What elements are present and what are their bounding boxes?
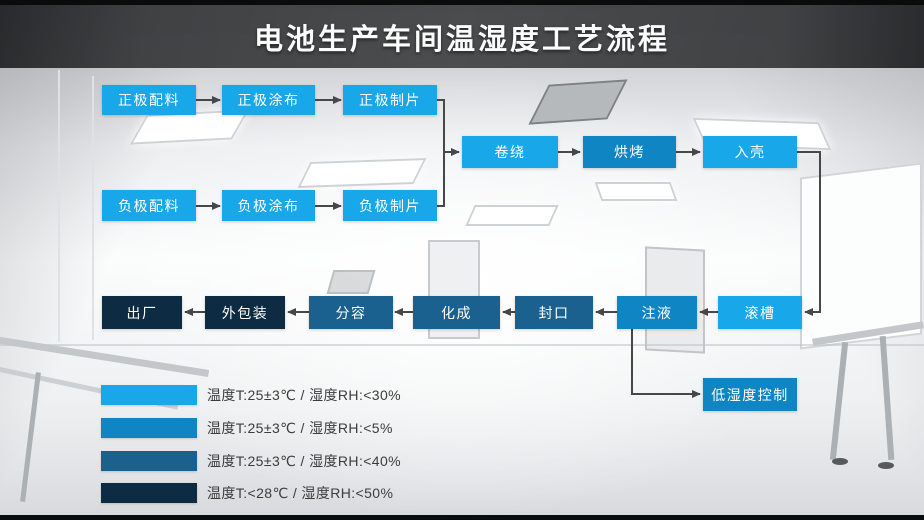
bottom-black-strip (0, 515, 924, 520)
top-black-strip (0, 0, 924, 5)
wall-panel-seam (58, 70, 60, 342)
node-positive-sheeting: 正极制片 (343, 85, 437, 115)
node-electrolyte-filling: 注液 (617, 296, 697, 329)
legend-label-rh50: 温度T:<28℃ / 湿度RH:<50% (207, 485, 394, 501)
page-title: 电池生产车间温湿度工艺流程 (253, 23, 670, 56)
node-casing: 入壳 (703, 136, 797, 168)
node-positive-coating: 正极涂布 (222, 85, 315, 115)
ceiling-light-panel (297, 158, 427, 188)
ceiling-light-panel (594, 182, 678, 201)
legend-label-rh5: 温度T:25±3℃ / 湿度RH:<5% (207, 420, 393, 436)
legend-swatch-rh50 (101, 483, 197, 503)
node-winding: 卷绕 (462, 136, 558, 168)
node-outer-packing: 外包装 (205, 296, 285, 329)
legend-label-rh30: 温度T:25±3℃ / 湿度RH:<30% (207, 387, 402, 403)
table-foot (832, 458, 848, 465)
node-sealing: 封口 (515, 296, 593, 329)
node-negative-batching: 负极配料 (102, 190, 196, 221)
ceiling-vent (326, 270, 376, 294)
node-negative-sheeting: 负极制片 (343, 190, 437, 221)
legend-swatch-rh5 (101, 418, 197, 438)
whiteboard (800, 162, 922, 350)
node-grooving: 滚槽 (718, 296, 802, 329)
table-foot (878, 462, 894, 469)
wall-panel-seam (92, 76, 94, 340)
floor-wall-edge (0, 344, 924, 346)
node-formation: 化成 (413, 296, 500, 329)
node-capacity-grading: 分容 (309, 296, 393, 329)
legend-label-rh40: 温度T:25±3℃ / 湿度RH:<40% (207, 453, 402, 469)
legend-swatch-rh40 (101, 451, 197, 471)
node-low-humidity-control: 低湿度控制 (703, 378, 797, 411)
node-baking: 烘烤 (583, 136, 676, 168)
legend-swatch-rh30 (101, 385, 197, 405)
node-shipping: 出厂 (102, 296, 182, 329)
ceiling-light-panel (465, 205, 559, 226)
node-negative-coating: 负极涂布 (222, 190, 315, 221)
title-band: 电池生产车间温湿度工艺流程 (0, 5, 924, 68)
node-positive-batching: 正极配料 (102, 85, 196, 115)
